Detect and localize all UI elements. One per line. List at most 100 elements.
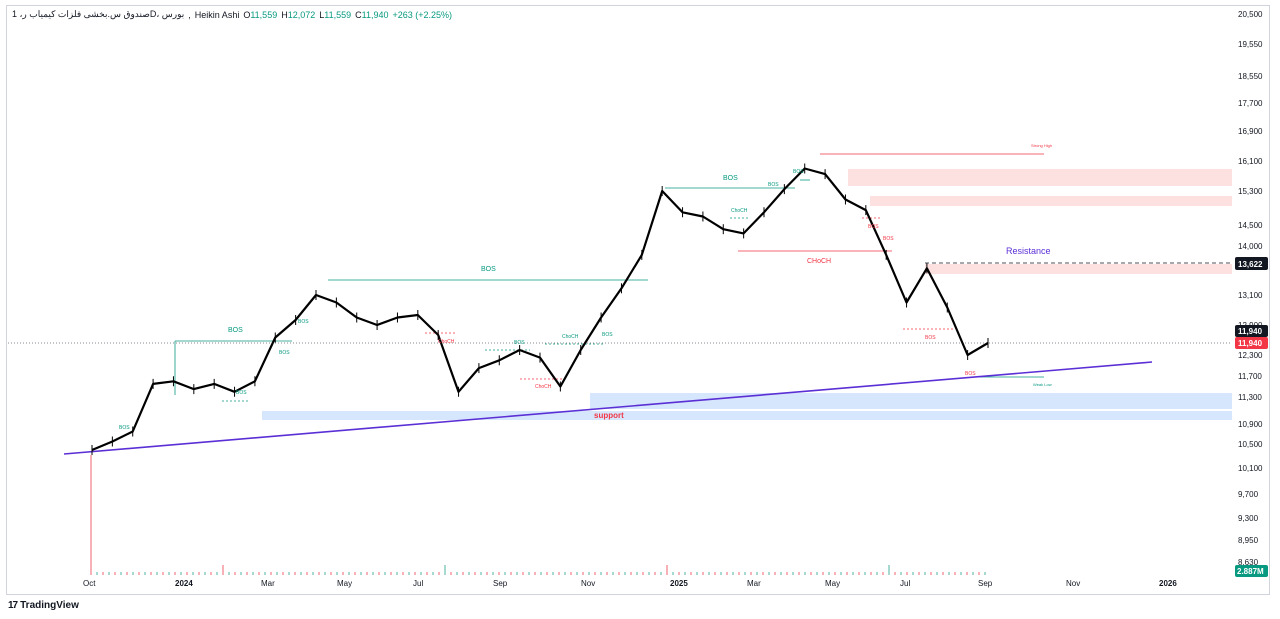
volume-bar xyxy=(432,572,434,575)
volume-bar xyxy=(420,572,422,575)
tradingview-logo-icon: 17 xyxy=(8,600,18,611)
chart-legend[interactable]: صندوق س.بخشی فلزات کیمیاب ر، 1D، بورس , … xyxy=(12,9,453,20)
last-close-text: 11,940 xyxy=(1238,339,1263,348)
annotation-weak-low: Weak Low xyxy=(1033,382,1052,387)
volume-bar xyxy=(240,572,242,575)
volume-bar xyxy=(270,572,272,575)
price-tags: 13,622 11,940 11,940 2.887M xyxy=(1235,257,1268,577)
volume-bar xyxy=(402,572,404,575)
price-axis-tick: 9,300 xyxy=(1238,514,1259,523)
price-axis-tick: 14,500 xyxy=(1238,221,1263,230)
volume-bar xyxy=(324,572,326,575)
annotation-bos: BOS xyxy=(768,182,779,188)
time-axis-tick: 2024 xyxy=(175,579,193,588)
volume-bar xyxy=(102,572,104,575)
volume-bar xyxy=(132,572,134,575)
volume-bar xyxy=(534,572,536,575)
volume-bar xyxy=(528,572,530,575)
time-axis-tick: May xyxy=(337,579,352,588)
support-trendline[interactable] xyxy=(63,361,1153,455)
volume-bar xyxy=(480,572,482,575)
price-axis[interactable]: 20,500 19,550 18,550 17,700 16,900 16,100 15,3… xyxy=(1238,10,1263,567)
volume-bar xyxy=(168,572,170,575)
volume-bar xyxy=(546,572,548,575)
volume-bar xyxy=(876,572,878,575)
volume-bar xyxy=(834,572,836,575)
time-axis-tick: Nov xyxy=(581,579,595,588)
price-axis-tick: 19,550 xyxy=(1238,40,1263,49)
price-axis-tick: 16,100 xyxy=(1238,157,1263,166)
volume-bar xyxy=(588,572,590,575)
volume-bar xyxy=(852,572,854,575)
volume-bar xyxy=(690,572,692,575)
volume-bar xyxy=(570,572,572,575)
volume-bar xyxy=(390,572,392,575)
volume-bar xyxy=(276,572,278,575)
volume-bar xyxy=(192,572,194,575)
volume-bar xyxy=(162,572,164,575)
open-value: 11,559 xyxy=(250,9,278,20)
volume-bar xyxy=(870,572,872,575)
volume-bar xyxy=(90,455,92,575)
annotation-support: support xyxy=(594,411,624,420)
volume-bar xyxy=(744,572,746,575)
volume-bar xyxy=(618,572,620,575)
volume-bar xyxy=(222,565,224,575)
volume-bar xyxy=(492,572,494,575)
price-series[interactable] xyxy=(91,163,989,456)
price-axis-tick: 9,700 xyxy=(1238,490,1259,499)
time-axis-tick: 2026 xyxy=(1159,579,1177,588)
volume-bar xyxy=(948,572,950,575)
volume-bar xyxy=(552,572,554,575)
volume-bar xyxy=(348,572,350,575)
high-value: 12,072 xyxy=(287,9,316,20)
volume-bar xyxy=(642,572,644,575)
volume-bar xyxy=(864,572,866,575)
volume-bar xyxy=(228,572,230,575)
volume-bar xyxy=(912,572,914,575)
volume-bar xyxy=(330,572,332,575)
volume-bar xyxy=(510,572,512,575)
volume-bar xyxy=(822,572,824,575)
volume-bar xyxy=(924,572,926,575)
volume-bar xyxy=(372,572,374,575)
volume-bar xyxy=(978,572,980,575)
volume-bar xyxy=(456,572,458,575)
volume-bar xyxy=(612,572,614,575)
open-label: O xyxy=(243,9,251,20)
resistance-price-text: 13,622 xyxy=(1238,260,1263,269)
time-axis-tick: Sep xyxy=(978,579,993,588)
volume-bar xyxy=(540,572,542,575)
annotation-choch: ChoCH xyxy=(562,334,579,340)
tradingview-branding[interactable]: 17 TradingView xyxy=(8,600,79,611)
annotation-bos: BOS xyxy=(883,236,894,242)
volume-bar xyxy=(576,572,578,575)
annotation-bos: BOS xyxy=(119,425,130,431)
volume-bar xyxy=(516,572,518,575)
volume-bar xyxy=(960,572,962,575)
volume-bar xyxy=(906,572,908,575)
annotation-bos: BOS xyxy=(793,169,804,175)
volume-bar xyxy=(966,572,968,575)
price-axis-tick: 15,300 xyxy=(1238,187,1263,196)
volume-bar xyxy=(600,572,602,575)
volume-bar xyxy=(672,572,674,575)
volume-bar xyxy=(810,572,812,575)
time-axis[interactable]: Oct 2024 Mar May Jul Sep Nov 2025 Mar May Jul Sep No… xyxy=(83,579,1177,588)
volume-bar xyxy=(294,572,296,575)
volume-bar xyxy=(558,572,560,575)
high-label: H xyxy=(281,9,288,20)
price-axis-tick: 16,900 xyxy=(1238,127,1263,136)
symbol-name[interactable]: صندوق س.بخشی فلزات کیمیاب ر، 1D، بورس xyxy=(12,9,185,19)
volume-bar xyxy=(150,572,152,575)
volume-bar xyxy=(498,572,500,575)
time-axis-tick: Jul xyxy=(900,579,910,588)
volume-bar xyxy=(582,572,584,575)
volume-bar xyxy=(954,572,956,575)
time-axis-tick: Jul xyxy=(413,579,423,588)
annotation-choch: ChoCH xyxy=(438,339,455,345)
price-axis-tick: 20,500 xyxy=(1238,10,1263,19)
chart-style[interactable]: Heikin Ashi xyxy=(194,9,240,20)
close-label: C xyxy=(355,9,362,20)
